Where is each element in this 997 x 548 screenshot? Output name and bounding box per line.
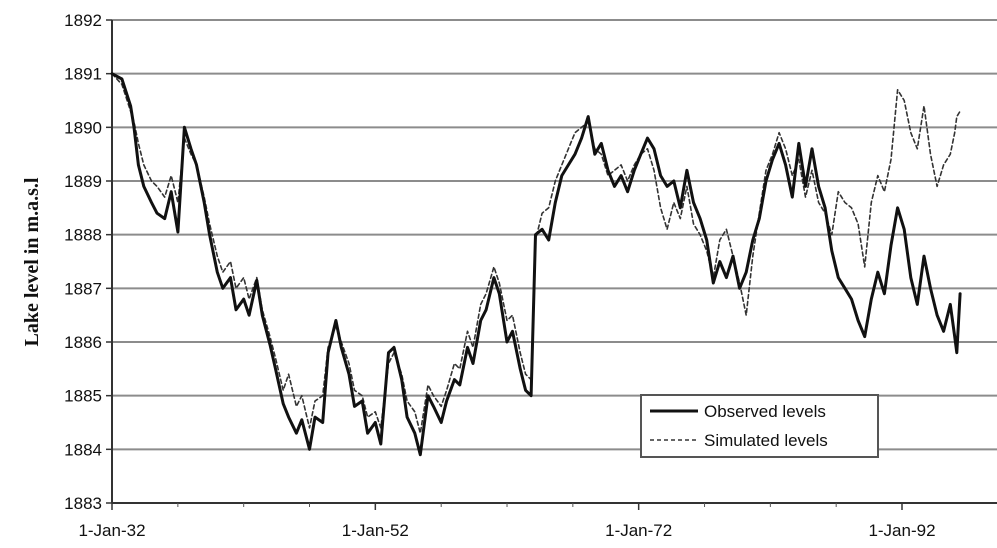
x-tick-label-1: 1-Jan-52 [342, 521, 409, 540]
series-line-observed [110, 72, 962, 457]
y-tick-label-1887: 1887 [64, 279, 102, 298]
y-tick-label-1883: 1883 [64, 494, 102, 513]
y-tick-label-1885: 1885 [64, 387, 102, 406]
legend-box [640, 394, 879, 458]
axes [106, 19, 997, 510]
y-tick-label-1886: 1886 [64, 333, 102, 352]
y-tick-label-1888: 1888 [64, 226, 102, 245]
y-tick-label-1889: 1889 [64, 172, 102, 191]
series-lines [110, 72, 962, 457]
legend: Observed levels Simulated levels [640, 394, 879, 458]
y-tick-label-1884: 1884 [64, 440, 102, 459]
x-tick-label-0: 1-Jan-32 [78, 521, 145, 540]
y-tick-label-1891: 1891 [64, 65, 102, 84]
gridlines [112, 19, 997, 504]
x-tick-label-2: 1-Jan-72 [605, 521, 672, 540]
y-tick-label-1890: 1890 [64, 118, 102, 137]
tick-labels: 1883 1884 1885 1886 1887 1888 1889 1890 1891 1892… [64, 11, 935, 540]
legend-label-observed: Observed levels [704, 402, 826, 421]
x-tick-label-3: 1-Jan-92 [868, 521, 935, 540]
legend-label-simulated: Simulated levels [704, 431, 828, 450]
y-axis-label: Lake level in m.a.s.l [21, 177, 43, 346]
y-tick-label-1892: 1892 [64, 11, 102, 30]
